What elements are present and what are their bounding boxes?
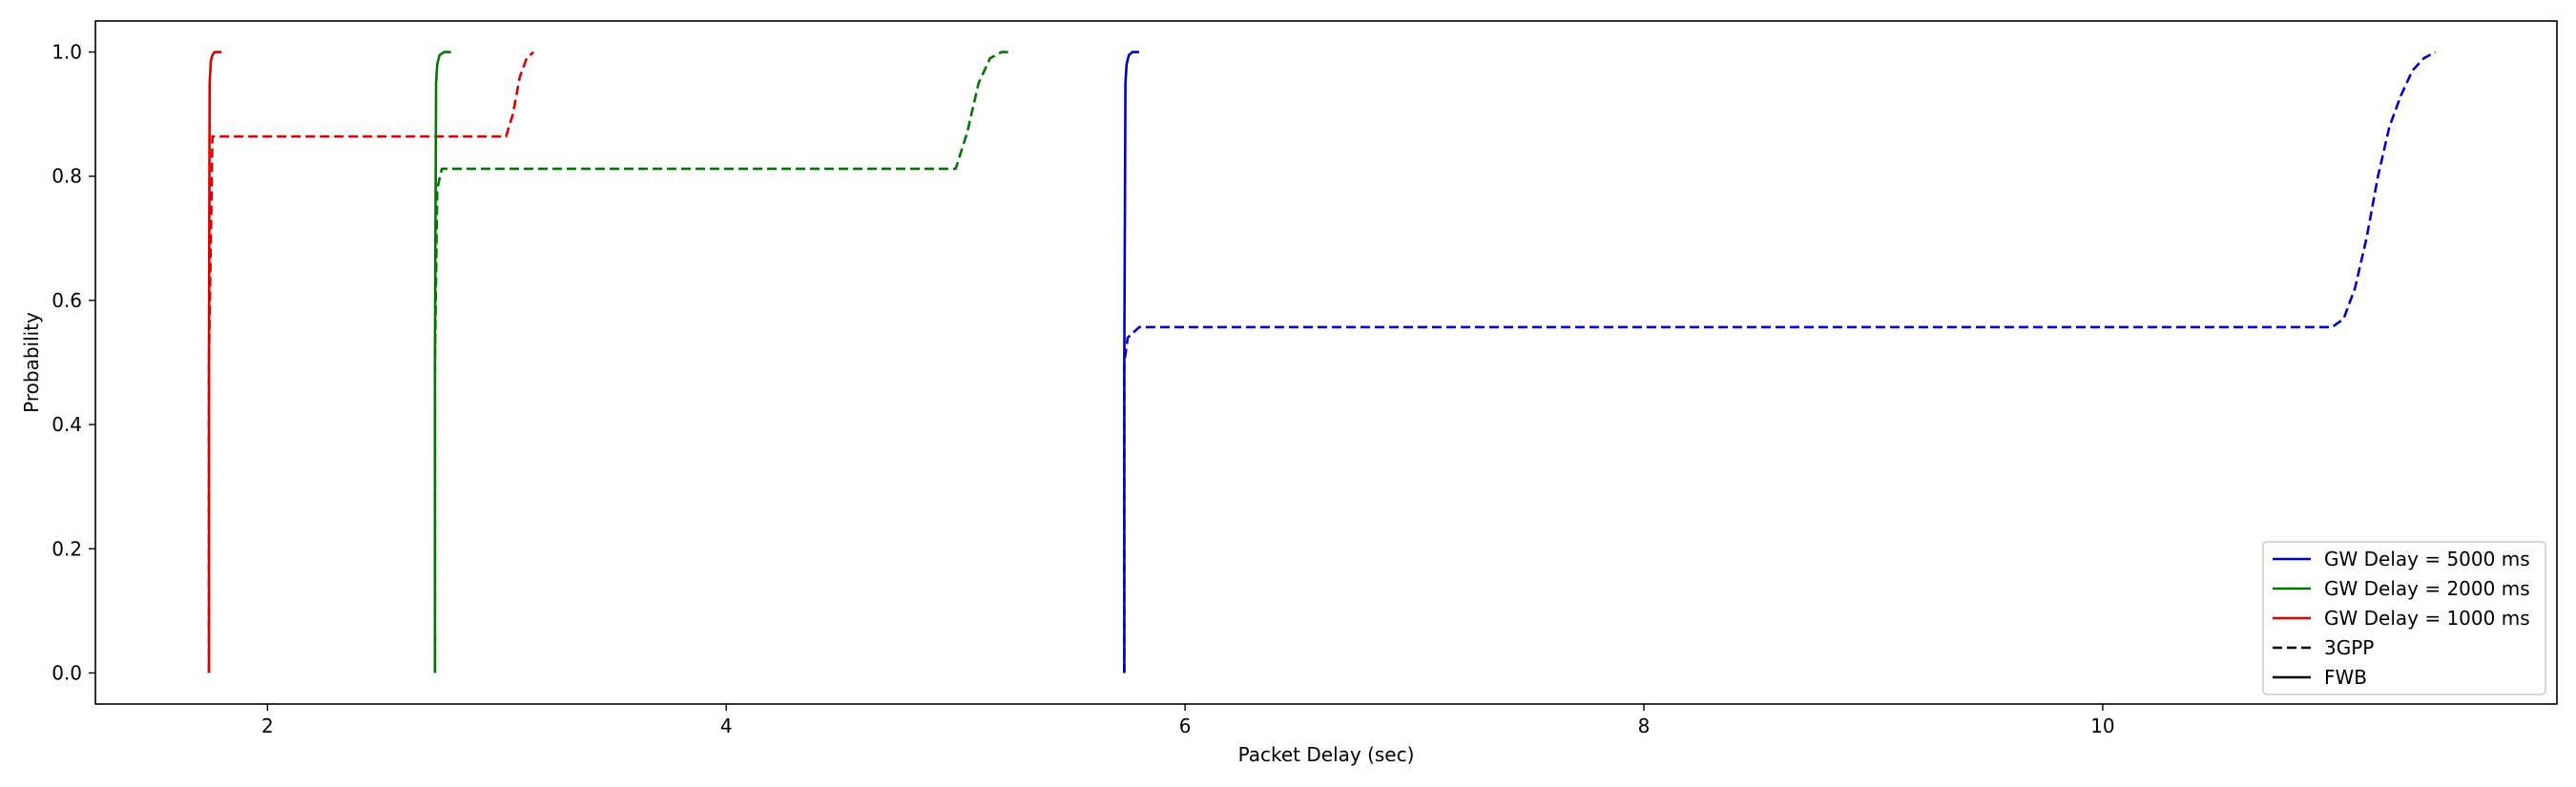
plot-frame (94, 20, 2558, 705)
y-tick-label: 0.2 (52, 537, 82, 560)
legend-entry-label: GW Delay = 2000 ms (2324, 577, 2530, 600)
legend-entry-label: GW Delay = 5000 ms (2324, 548, 2530, 570)
y-axis: 0.0 0.2 0.4 0.6 0.8 1.0 (52, 41, 95, 684)
legend-entry-label: 3GPP (2324, 636, 2374, 659)
y-tick-label: 1.0 (52, 41, 82, 64)
series-line-5000ms-3gpp (1123, 51, 2437, 673)
series-line-2000ms-fwb (433, 51, 451, 673)
x-axis-label: Packet Delay (sec) (1238, 743, 1415, 766)
x-tick-label: 10 (2090, 715, 2114, 737)
y-axis-label: Probability (20, 312, 43, 413)
series-line-1000ms-fwb (207, 51, 222, 673)
y-tick-label: 0.4 (52, 413, 82, 436)
legend-box (2262, 541, 2546, 695)
y-tick-label: 0.0 (52, 661, 82, 684)
x-tick-label: 4 (720, 715, 733, 737)
series-layer (207, 51, 2437, 673)
series-line-5000ms-fwb (1123, 51, 1140, 673)
x-tick-label: 6 (1179, 715, 1192, 737)
y-tick-label: 0.6 (52, 289, 82, 312)
series-line-2000ms-3gpp (433, 51, 1013, 673)
x-axis: 2 4 6 8 10 (261, 704, 2115, 737)
x-tick-label: 8 (1638, 715, 1651, 737)
legend-entry-label: FWB (2324, 666, 2367, 689)
x-tick-label: 2 (261, 715, 274, 737)
legend: GW Delay = 5000 ms GW Delay = 2000 ms GW D… (2262, 541, 2546, 695)
legend-entry-label: GW Delay = 1000 ms (2324, 607, 2530, 630)
y-tick-label: 0.8 (52, 165, 82, 188)
series-line-1000ms-3gpp (207, 51, 535, 673)
